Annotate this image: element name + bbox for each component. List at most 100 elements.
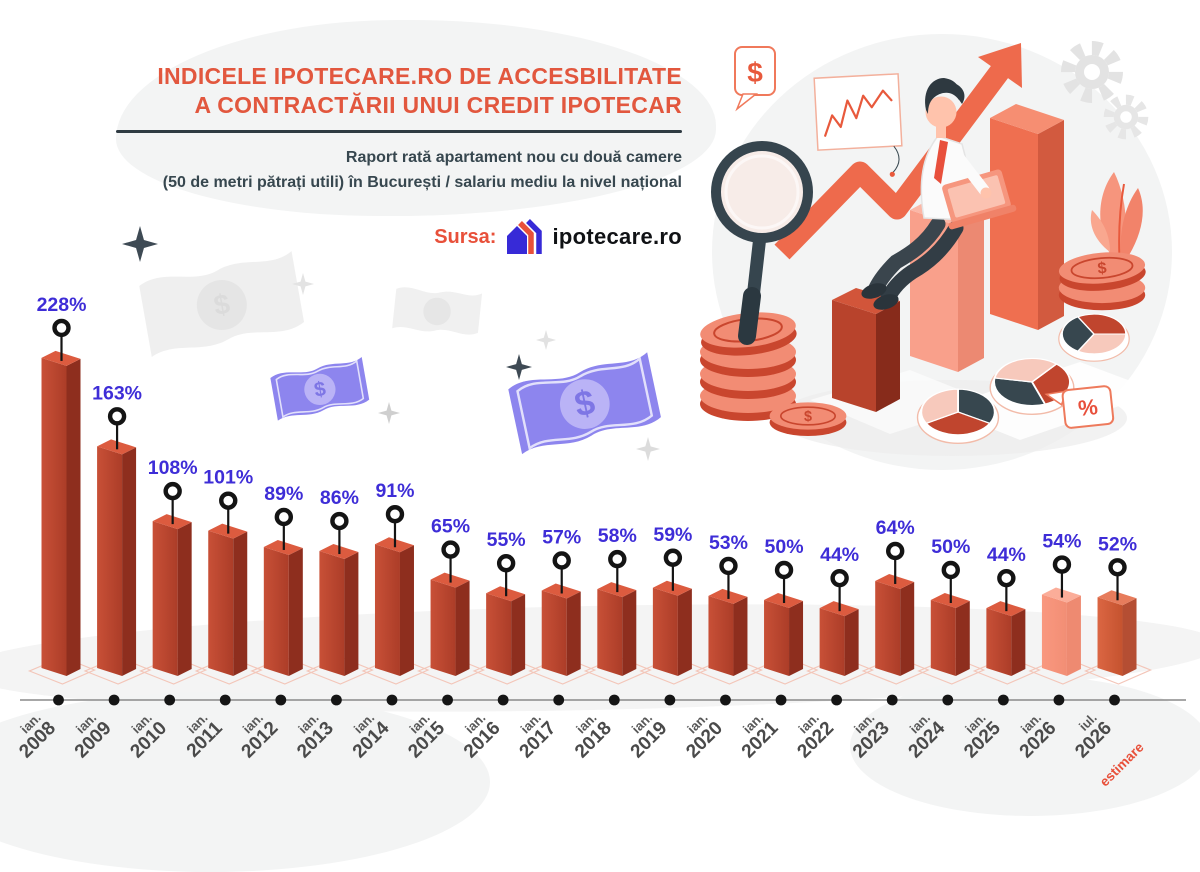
sparkle-icon bbox=[378, 402, 400, 424]
background-blob-bottom-right bbox=[850, 676, 1200, 816]
bar-right-face bbox=[66, 358, 81, 676]
pin-icon bbox=[330, 511, 349, 531]
pin-icon bbox=[219, 491, 238, 510]
magnifier-icon bbox=[711, 141, 813, 345]
platform-diamond bbox=[940, 362, 1160, 440]
sparkle-icon bbox=[506, 354, 532, 380]
house-logo-icon bbox=[507, 219, 543, 254]
sparkle-icon bbox=[292, 273, 314, 295]
ground-shadow bbox=[777, 380, 1127, 456]
pin-icon bbox=[552, 551, 571, 570]
pin-icon bbox=[107, 407, 127, 426]
subtitle-line1: Raport rată apartament nou cu două camer… bbox=[345, 149, 682, 166]
pin-icon bbox=[1052, 555, 1072, 574]
axis-label-year: 2020 bbox=[682, 718, 727, 763]
svg-text:$: $ bbox=[571, 383, 598, 425]
pin-icon bbox=[441, 540, 460, 559]
growth-arrow-icon bbox=[774, 43, 1022, 260]
pin-icon bbox=[608, 549, 627, 569]
axis-label-year: 2022 bbox=[793, 718, 838, 763]
coin-stack-icon: $ bbox=[1058, 252, 1146, 311]
svg-text:$: $ bbox=[747, 57, 763, 88]
value-label: 65% bbox=[431, 516, 470, 538]
svg-text:%: % bbox=[1077, 394, 1099, 421]
bar-top-face bbox=[541, 583, 581, 599]
bar-top-face bbox=[1097, 590, 1137, 606]
bar-chart-3d bbox=[832, 104, 1064, 412]
title-line2: A CONTRACTĂRII UNUI CREDIT IPOTECAR bbox=[194, 92, 682, 118]
axis-label-month: ian. bbox=[518, 710, 544, 736]
axis-label-month: ian. bbox=[795, 710, 821, 736]
value-label: 50% bbox=[765, 536, 804, 558]
coin-stack-icon: $ $ bbox=[700, 312, 847, 436]
bar-top-face bbox=[930, 593, 970, 608]
value-label: 108% bbox=[148, 457, 198, 479]
pin-icon bbox=[52, 318, 71, 338]
axis-label-month: ian. bbox=[740, 710, 766, 736]
bar-top-face bbox=[319, 544, 359, 560]
title-line1: INDICELE IPOTECARE.RO DE ACCESBILITATE bbox=[157, 63, 682, 89]
pin-icon bbox=[385, 505, 405, 524]
bar-top-face bbox=[875, 573, 915, 589]
value-label: 89% bbox=[264, 483, 303, 505]
axis-label-month: ian. bbox=[684, 710, 710, 736]
banknote-icon: $ bbox=[270, 357, 370, 421]
value-label: 228% bbox=[37, 294, 87, 316]
pin-icon bbox=[886, 541, 905, 561]
platform-diamond bbox=[810, 370, 990, 434]
banknote-icon: $ bbox=[508, 352, 661, 455]
pie-chart-icon bbox=[1058, 313, 1130, 362]
bar-top-face bbox=[208, 523, 248, 539]
analyst-figure bbox=[861, 78, 1017, 310]
axis-label-month: ian. bbox=[629, 710, 655, 736]
bar-top-face bbox=[97, 439, 137, 455]
illustration: $ bbox=[700, 34, 1172, 470]
pin-icon bbox=[997, 568, 1016, 588]
chart-subtitle: Raport rată apartament nou cu două camer… bbox=[163, 145, 682, 195]
value-label: 44% bbox=[820, 544, 859, 566]
svg-text:$: $ bbox=[313, 378, 329, 402]
value-label: 57% bbox=[542, 526, 581, 548]
gear-icon bbox=[1061, 41, 1123, 103]
source-name: ipotecare.ro bbox=[552, 224, 682, 249]
value-label: 54% bbox=[1042, 531, 1081, 553]
plant-decoration bbox=[1090, 172, 1143, 269]
bar-top-face bbox=[597, 582, 637, 598]
bar-top-face bbox=[486, 586, 526, 602]
value-label: 44% bbox=[987, 544, 1026, 566]
page-title: INDICELE IPOTECARE.RO DE ACCESBILITATE A… bbox=[157, 62, 682, 120]
subtitle-line2: (50 de metri pătrați utili) în București… bbox=[162, 174, 682, 191]
pie-chart-icon bbox=[989, 357, 1075, 416]
bar-top-face bbox=[263, 539, 303, 555]
value-label: 91% bbox=[375, 480, 414, 502]
svg-text:$: $ bbox=[1097, 259, 1108, 278]
background-blob-title bbox=[116, 20, 716, 216]
gear-icon bbox=[1103, 94, 1149, 140]
value-label: 59% bbox=[653, 524, 692, 546]
banknote-icon: $ bbox=[139, 251, 305, 357]
svg-text:$: $ bbox=[211, 288, 232, 321]
pin-icon bbox=[719, 556, 738, 576]
svg-text:$: $ bbox=[742, 320, 754, 341]
value-label: 64% bbox=[876, 517, 915, 539]
banknote-icon bbox=[392, 287, 483, 335]
sparkle-icon bbox=[636, 437, 660, 461]
axis-label-month: ian. bbox=[573, 710, 599, 736]
line-chart-card-icon bbox=[813, 73, 903, 177]
svg-text:$: $ bbox=[804, 409, 812, 425]
pin-icon bbox=[1108, 558, 1127, 577]
source-row: Sursa: ipotecare.ro bbox=[434, 219, 682, 255]
dollar-bubble-icon: $ bbox=[734, 46, 776, 112]
percent-tag-icon: % bbox=[1044, 385, 1115, 429]
pin-icon bbox=[163, 481, 182, 501]
title-divider bbox=[116, 130, 682, 133]
pin-icon bbox=[830, 568, 849, 588]
source-label: Sursa: bbox=[434, 225, 497, 248]
pin-icon bbox=[274, 507, 294, 527]
axis-label-year: 2019 bbox=[627, 718, 672, 763]
